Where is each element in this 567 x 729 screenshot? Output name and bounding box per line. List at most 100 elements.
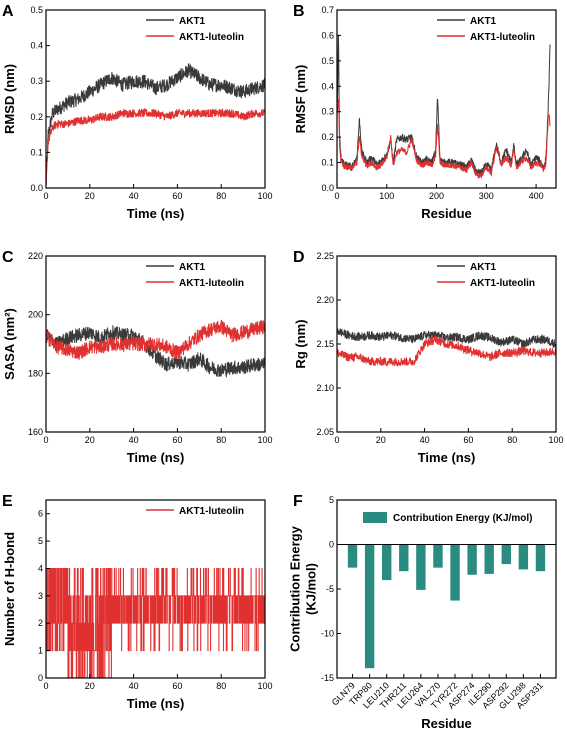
bar <box>347 544 358 568</box>
x-tick-label: 80 <box>216 435 226 445</box>
legend-swatch <box>363 512 387 523</box>
x-tick-label: 60 <box>172 435 182 445</box>
y-tick-label: 6 <box>38 509 43 519</box>
legend-label: AKT1-luteolin <box>470 32 535 43</box>
y-tick-label: 0.4 <box>30 41 43 51</box>
series-line-0 <box>337 326 556 348</box>
x-tick-label: 0 <box>43 435 48 445</box>
bar <box>399 544 409 572</box>
y-axis-title-line1: Contribution Energy <box>287 525 302 651</box>
series-line-1 <box>46 107 265 185</box>
y-tick-label: 0 <box>329 540 334 550</box>
panel-letter: B <box>293 3 305 20</box>
bar <box>364 544 375 669</box>
legend-label: AKT1 <box>470 16 497 27</box>
y-tick-label: 0.2 <box>30 112 43 122</box>
x-tick-label: 100 <box>548 435 563 445</box>
legend-label: AKT1 <box>179 16 206 27</box>
plot-area <box>46 319 265 378</box>
panel-b: B 0.0 0.1 0.2 0.3 0.4 0.5 0.6 0.7 0 100 200 300 400 Re… <box>293 3 557 221</box>
panel-d: D 2.05 2.10 2.15 2.20 2.25 0 20 40 60 80 100 Time (n… <box>293 249 564 465</box>
x-tick-label: 80 <box>216 191 226 201</box>
y-tick-label: 0.5 <box>30 5 43 15</box>
panel-letter: D <box>293 249 305 266</box>
y-tick-label: 0 <box>38 673 43 683</box>
x-tick-label: 0 <box>334 435 339 445</box>
x-tick-label: 40 <box>129 435 139 445</box>
y-axis-title: Number of H-bond <box>2 532 17 646</box>
x-tick-label: 200 <box>429 191 444 201</box>
y-axis-title-line2: (KJ/mol) <box>304 563 319 615</box>
y-tick-label: 0.1 <box>30 147 43 157</box>
y-tick-label: 0.7 <box>321 5 334 15</box>
legend-label: AKT1-luteolin <box>179 32 244 43</box>
series-line-1 <box>337 335 556 368</box>
series-line-0 <box>46 325 265 378</box>
x-tick-label: 20 <box>85 681 95 691</box>
y-tick-label: 0.4 <box>321 81 334 91</box>
panel-f: FGLN79TRP80LEU210THR211LEU264VAL270TYR27… <box>287 493 557 729</box>
x-tick-label: 60 <box>463 435 473 445</box>
x-tick-label: 0 <box>43 681 48 691</box>
axes-frame <box>45 255 266 433</box>
y-tick-label: 2 <box>38 618 43 628</box>
y-tick-label: 0.5 <box>321 56 334 66</box>
y-tick-label: 2.25 <box>316 251 334 261</box>
y-tick-label: 4 <box>38 563 43 573</box>
y-axis-title: SASA (nm²) <box>2 308 17 380</box>
x-tick-label: 20 <box>376 435 386 445</box>
plot-area <box>337 34 551 179</box>
y-tick-label: 5 <box>38 536 43 546</box>
x-tick-label: 100 <box>257 191 272 201</box>
bar <box>484 544 494 574</box>
axes-frame <box>336 9 557 189</box>
x-axis-title: Time (ns) <box>127 206 185 221</box>
legend-label: Contribution Energy (KJ/mol) <box>393 513 532 524</box>
y-tick-label: 5 <box>329 495 334 505</box>
y-tick-label: 1 <box>38 646 43 656</box>
x-tick-label: 60 <box>172 191 182 201</box>
x-tick-label: 40 <box>420 435 430 445</box>
y-tick-label: -10 <box>321 629 334 639</box>
y-tick-label: 2.05 <box>316 427 334 437</box>
y-tick-label: 0.6 <box>321 30 334 40</box>
y-axis-title: Contribution Energy(KJ/mol) <box>287 525 318 651</box>
y-axis-title: RMSF (nm) <box>293 65 308 134</box>
x-tick-label: 400 <box>529 191 544 201</box>
y-tick-label: 0.3 <box>30 76 43 86</box>
y-tick-label: 180 <box>28 368 43 378</box>
panel-letter: F <box>293 493 303 510</box>
x-tick-label: 300 <box>479 191 494 201</box>
series-line-0 <box>46 62 265 186</box>
y-tick-label: -5 <box>326 584 334 594</box>
plot-area <box>46 568 265 678</box>
x-tick-label: 20 <box>85 191 95 201</box>
bar <box>416 544 426 590</box>
bar <box>518 544 529 570</box>
x-tick-label: 80 <box>507 435 517 445</box>
legend-label: AKT1-luteolin <box>179 506 244 517</box>
y-tick-label: 200 <box>28 310 43 320</box>
plot-area <box>337 326 556 368</box>
x-tick-label: 100 <box>379 191 394 201</box>
series-line-1 <box>46 319 265 360</box>
bar <box>433 544 443 568</box>
y-tick-label: 3 <box>38 591 43 601</box>
series-line-0 <box>46 568 265 678</box>
y-axis-title: Rg (nm) <box>293 319 308 368</box>
axes-frame <box>45 9 266 189</box>
legend-label: AKT1-luteolin <box>179 278 244 289</box>
x-axis-title: Time (ns) <box>127 450 185 465</box>
y-tick-label: -15 <box>321 673 334 683</box>
y-tick-label: 2.20 <box>316 295 334 305</box>
bar <box>382 544 392 581</box>
bar <box>467 544 477 575</box>
panel-c: C 160 180 200 220 0 20 40 60 80 100 Time (ns) SASA (… <box>2 249 273 465</box>
panel-letter: E <box>2 493 13 510</box>
x-tick-label: 20 <box>85 435 95 445</box>
y-tick-label: 2.15 <box>316 339 334 349</box>
bar <box>450 544 460 601</box>
x-tick-label: 40 <box>129 681 139 691</box>
bar <box>535 544 546 572</box>
y-tick-label: 0.1 <box>321 158 334 168</box>
